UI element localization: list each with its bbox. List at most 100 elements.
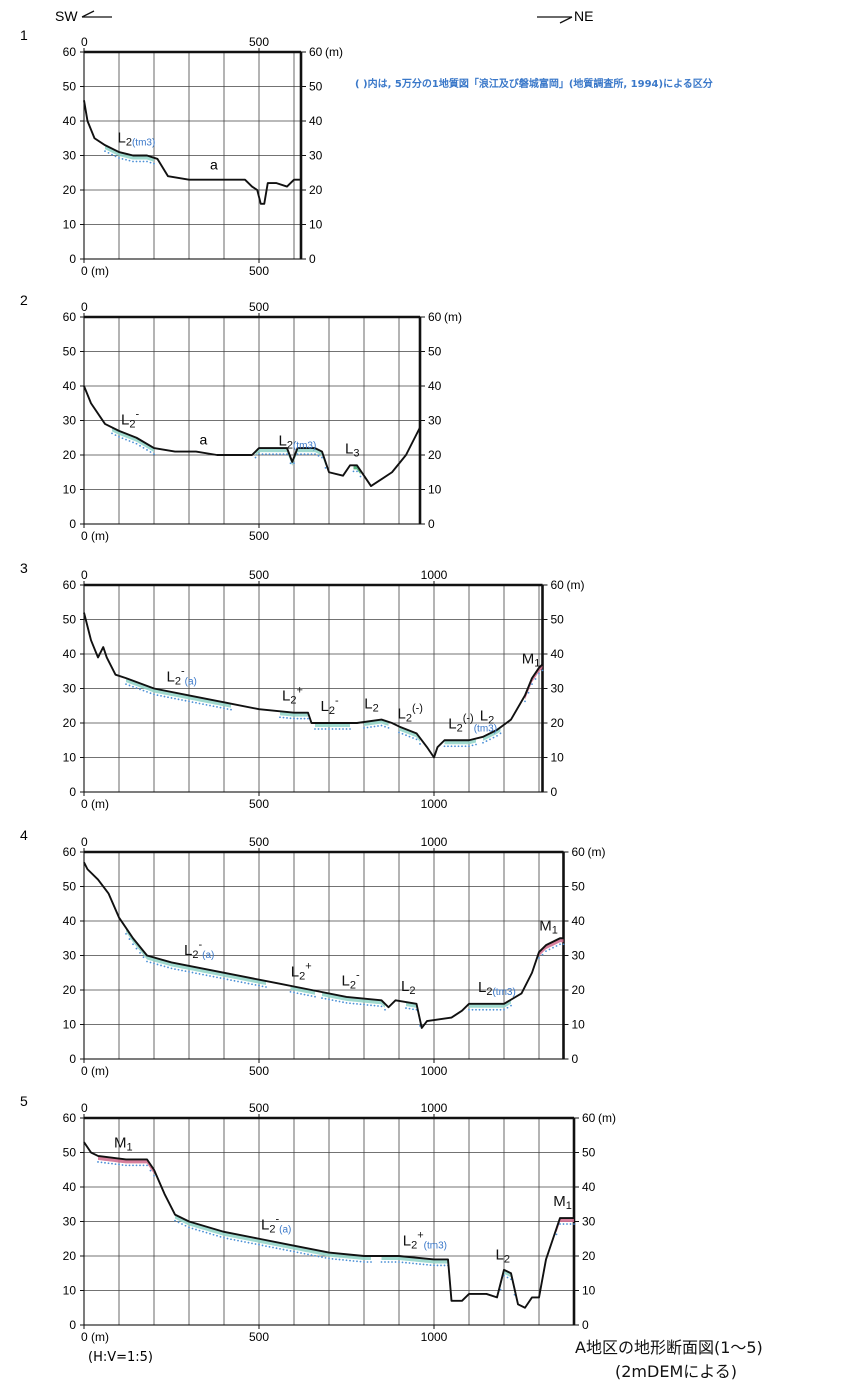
x-tick-label-bottom: 0 (m) <box>81 1064 109 1078</box>
panel-number: 2 <box>20 292 28 308</box>
y-tick-label-right: 10 <box>582 1284 596 1298</box>
terrace-dot <box>415 1262 418 1265</box>
terrace-dot <box>121 158 124 160</box>
terrace-dot <box>226 1237 229 1240</box>
terrace-dot <box>135 687 138 689</box>
terrace-dot <box>370 1261 372 1263</box>
x-tick-label-top: 500 <box>249 835 269 849</box>
terrace-dot <box>447 745 449 748</box>
x-tick-label-bottom: 500 <box>249 1330 269 1344</box>
terrace-dot <box>279 716 281 719</box>
terrace-dot <box>107 1162 110 1165</box>
terrace-dot <box>496 1008 498 1011</box>
y-tick-label-right: 10 <box>551 751 565 765</box>
y-tick-label-right: 50 <box>428 345 442 359</box>
x-tick-label-top: 0 <box>81 1101 88 1115</box>
terrace-label: L2(-)(tm3) <box>448 712 497 734</box>
terrace-dot <box>244 1241 246 1243</box>
terrace-dot <box>352 470 355 473</box>
terrace-dot <box>426 1263 428 1266</box>
terrace-dot <box>356 1260 358 1263</box>
terrace-dot <box>324 728 327 730</box>
terrace-dot <box>128 159 131 162</box>
x-tick-label-top: 1000 <box>421 1101 448 1115</box>
terrace-dot <box>566 1223 568 1225</box>
terrace-dot <box>492 1008 495 1011</box>
terrace-band-m1 <box>525 664 543 700</box>
terrace-dot <box>198 1229 201 1232</box>
terrace-dot <box>541 669 544 672</box>
y-tick-label-left: 0 <box>69 785 76 799</box>
terrace-label: L2- <box>342 970 360 992</box>
terrace-dot <box>212 705 215 708</box>
y-tick-label-right: 60 <box>309 45 323 59</box>
y-tick-label-left: 40 <box>63 914 77 928</box>
y-tick-label-left: 0 <box>69 1052 76 1066</box>
terrace-dot <box>429 1264 432 1267</box>
terrace-dot <box>156 694 159 697</box>
terrace-dot <box>139 444 141 447</box>
terrace-dot <box>475 1008 477 1011</box>
terrace-dot <box>265 453 267 455</box>
terrace-dot <box>219 1235 222 1238</box>
terrace-band-m1 <box>556 1218 574 1233</box>
terrace-dot <box>300 993 302 995</box>
terrace-dot <box>345 1259 348 1262</box>
terrace-label: L2+ <box>291 960 312 982</box>
terrace-dot <box>356 470 358 473</box>
y-tick-label-right: 30 <box>428 414 442 428</box>
terrace-dot <box>289 717 292 720</box>
x-tick-label-top: 0 <box>81 35 88 49</box>
y-tick-label-right: 30 <box>572 949 586 963</box>
terrace-dot <box>380 1005 383 1008</box>
terrace-dot <box>226 708 229 710</box>
terrace-dot <box>160 964 162 967</box>
terrace-dot <box>296 1251 299 1254</box>
terrace-dot <box>153 962 155 965</box>
terrace-dot <box>139 688 141 691</box>
terrace-dot <box>342 1001 344 1004</box>
terrace-dot <box>163 965 166 968</box>
terrace-label: L2 <box>480 707 494 726</box>
y-tick-label-left: 0 <box>69 1318 76 1332</box>
y-unit-label: (m) <box>325 45 343 59</box>
terrace-dot <box>286 717 288 719</box>
terrace-dot <box>104 150 106 153</box>
y-tick-label-left: 60 <box>63 845 77 859</box>
x-tick-label-bottom: 0 (m) <box>81 529 109 543</box>
terrace-dot <box>314 453 316 455</box>
y-tick-label-left: 10 <box>63 483 77 497</box>
y-tick-label-left: 30 <box>63 1215 77 1229</box>
terrace-dot <box>100 1161 103 1164</box>
terrace-dot <box>226 978 229 981</box>
terrace-dot <box>489 738 491 741</box>
terrace-dot <box>286 1249 288 1252</box>
x-tick-label-top: 0 <box>81 835 88 849</box>
y-tick-label-left: 10 <box>63 218 77 232</box>
terrace-dot <box>408 1262 411 1264</box>
panel-number: 4 <box>20 827 28 843</box>
y-tick-label-right: 20 <box>582 1249 596 1263</box>
terrace-dot <box>216 1234 218 1237</box>
terrace-dot <box>471 744 474 747</box>
panel-number: 1 <box>20 27 28 43</box>
terrace-dot <box>254 984 257 986</box>
terrace-dot <box>443 745 446 748</box>
terrace-dot <box>559 943 561 946</box>
terrace-dot <box>338 1258 341 1261</box>
terrace-dot <box>398 731 400 734</box>
terrace-dot <box>545 950 547 953</box>
y-tick-label-right: 0 <box>309 252 316 266</box>
terrace-dot <box>188 970 190 973</box>
y-tick-label-right: 50 <box>582 1146 596 1160</box>
terrace-dot <box>324 467 327 469</box>
y-tick-label-left: 40 <box>63 647 77 661</box>
terrace-dot <box>282 453 285 455</box>
terrace-dot <box>384 725 386 728</box>
y-tick-label-left: 50 <box>63 80 77 94</box>
terrace-dot <box>261 985 264 988</box>
y-tick-label-left: 30 <box>63 149 77 163</box>
